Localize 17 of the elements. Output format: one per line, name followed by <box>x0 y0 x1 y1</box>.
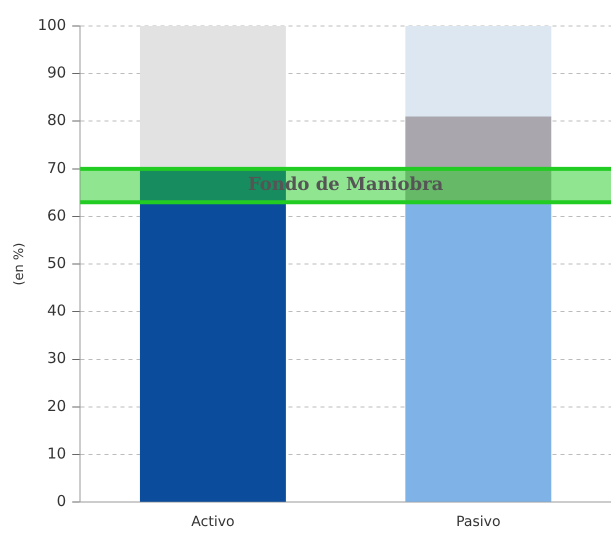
y-tick-label: 90 <box>47 64 66 82</box>
x-tick-label: Activo <box>191 514 235 530</box>
y-tick-label: 30 <box>47 349 66 368</box>
y-tick-label: 70 <box>47 158 66 177</box>
bar <box>405 202 552 502</box>
x-tick-label: Pasivo <box>456 514 501 530</box>
y-tick-label: 100 <box>38 16 66 34</box>
y-tick-label: 40 <box>47 302 66 320</box>
bar <box>405 26 552 116</box>
y-tick-label: 60 <box>47 206 66 224</box>
y-tick-label: 80 <box>47 111 66 130</box>
y-axis-title: (en %) <box>12 242 28 286</box>
y-tick-label: 10 <box>47 444 66 462</box>
y-tick-label: 0 <box>56 492 66 510</box>
y-tick-label: 50 <box>47 254 66 272</box>
bar <box>140 26 286 169</box>
y-tick-label: 20 <box>47 396 66 415</box>
